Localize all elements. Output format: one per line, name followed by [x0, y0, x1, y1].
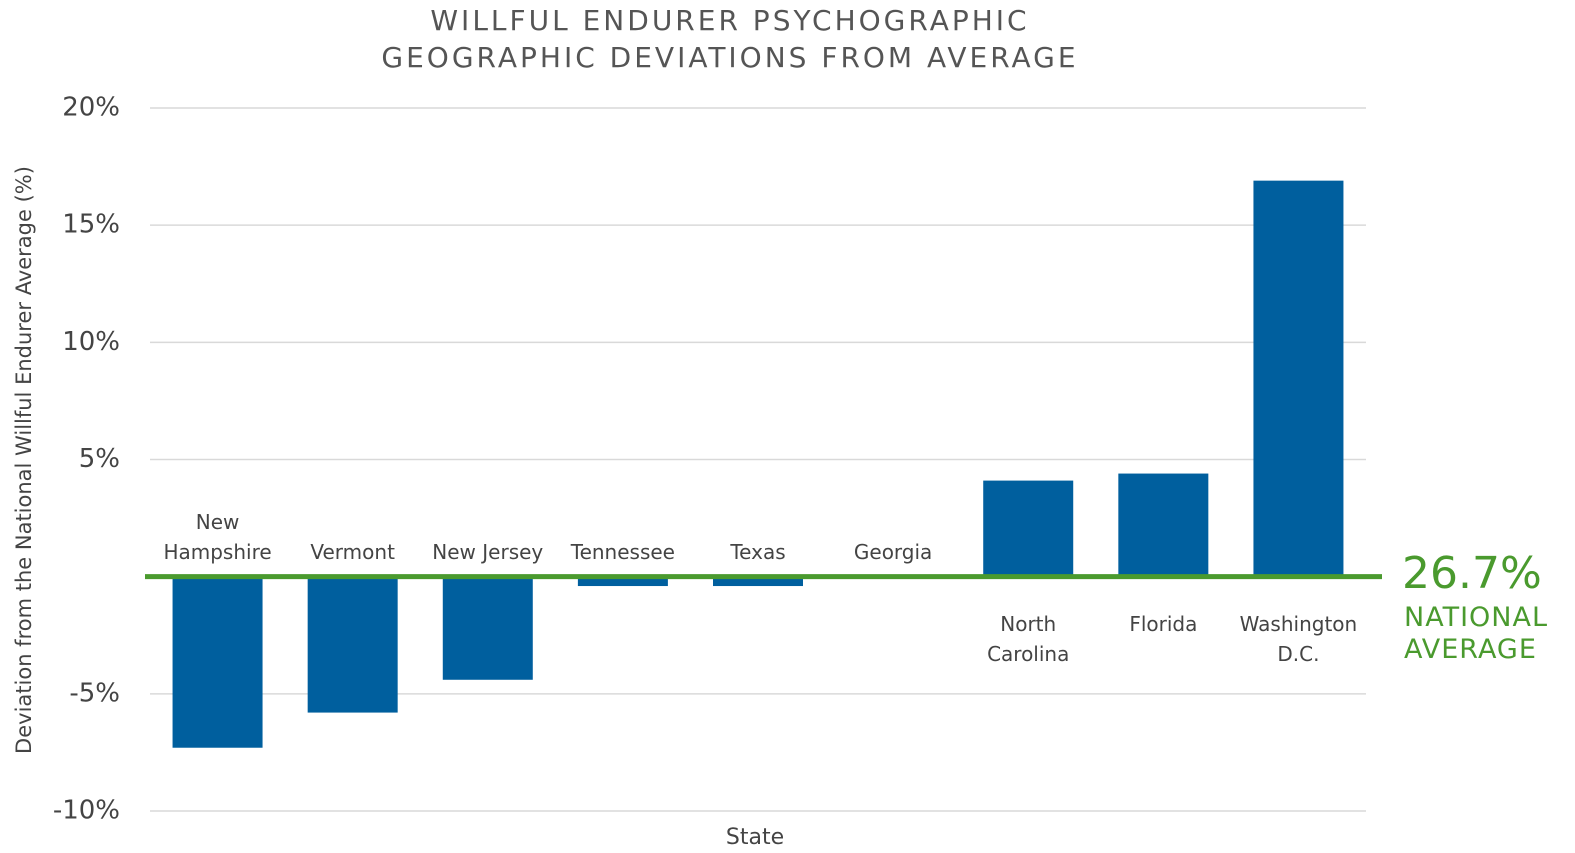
bar	[1118, 473, 1209, 577]
y-tick-label: 20%	[62, 93, 120, 123]
annotation-value: 26.7%	[1402, 548, 1542, 599]
x-tick-label: New Hampshire	[163, 509, 272, 564]
x-tick-label: New Jersey	[432, 539, 544, 564]
y-tick-label: 5%	[79, 444, 120, 474]
x-tick-label: Washington D.C.	[1239, 611, 1358, 666]
bar	[307, 576, 398, 713]
y-tick-label: -10%	[53, 796, 120, 826]
x-axis-label: State	[726, 825, 784, 850]
y-axis-label: Deviation from the National Willful Endu…	[12, 166, 36, 754]
chart-title: WILLFUL ENDURER PSYCHOGRAPHIC GEOGRAPHIC…	[381, 4, 1079, 74]
bar	[1253, 180, 1344, 577]
bar	[577, 576, 668, 587]
bar	[442, 576, 533, 680]
y-tick-label: 15%	[62, 210, 120, 240]
x-tick-label: Vermont	[310, 539, 395, 564]
y-tick-label: -5%	[69, 678, 120, 708]
x-tick-label: Georgia	[853, 539, 933, 564]
bar	[983, 480, 1074, 577]
x-tick-label: Texas	[730, 539, 786, 564]
y-tick-label: 10%	[62, 327, 120, 357]
bar	[713, 576, 803, 587]
x-tick-label: North Carolina	[987, 611, 1070, 666]
x-tick-label: Tennessee	[570, 539, 675, 564]
x-tick-label: Florida	[1129, 611, 1198, 636]
annotation-label: NATIONAL AVERAGE	[1404, 602, 1548, 665]
bar	[172, 576, 263, 748]
